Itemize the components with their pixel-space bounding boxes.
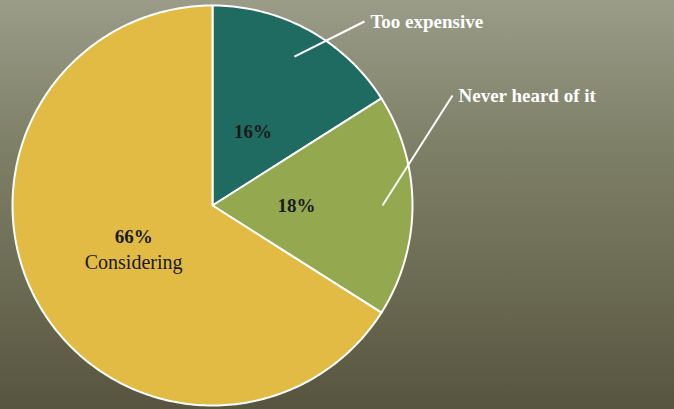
svg-text:Considering: Considering <box>85 251 183 274</box>
svg-text:16%: 16% <box>234 121 272 142</box>
svg-text:18%: 18% <box>278 195 316 216</box>
svg-text:66%: 66% <box>115 226 153 247</box>
svg-text:Too expensive: Too expensive <box>370 11 483 32</box>
svg-text:Never heard of it: Never heard of it <box>459 85 597 106</box>
